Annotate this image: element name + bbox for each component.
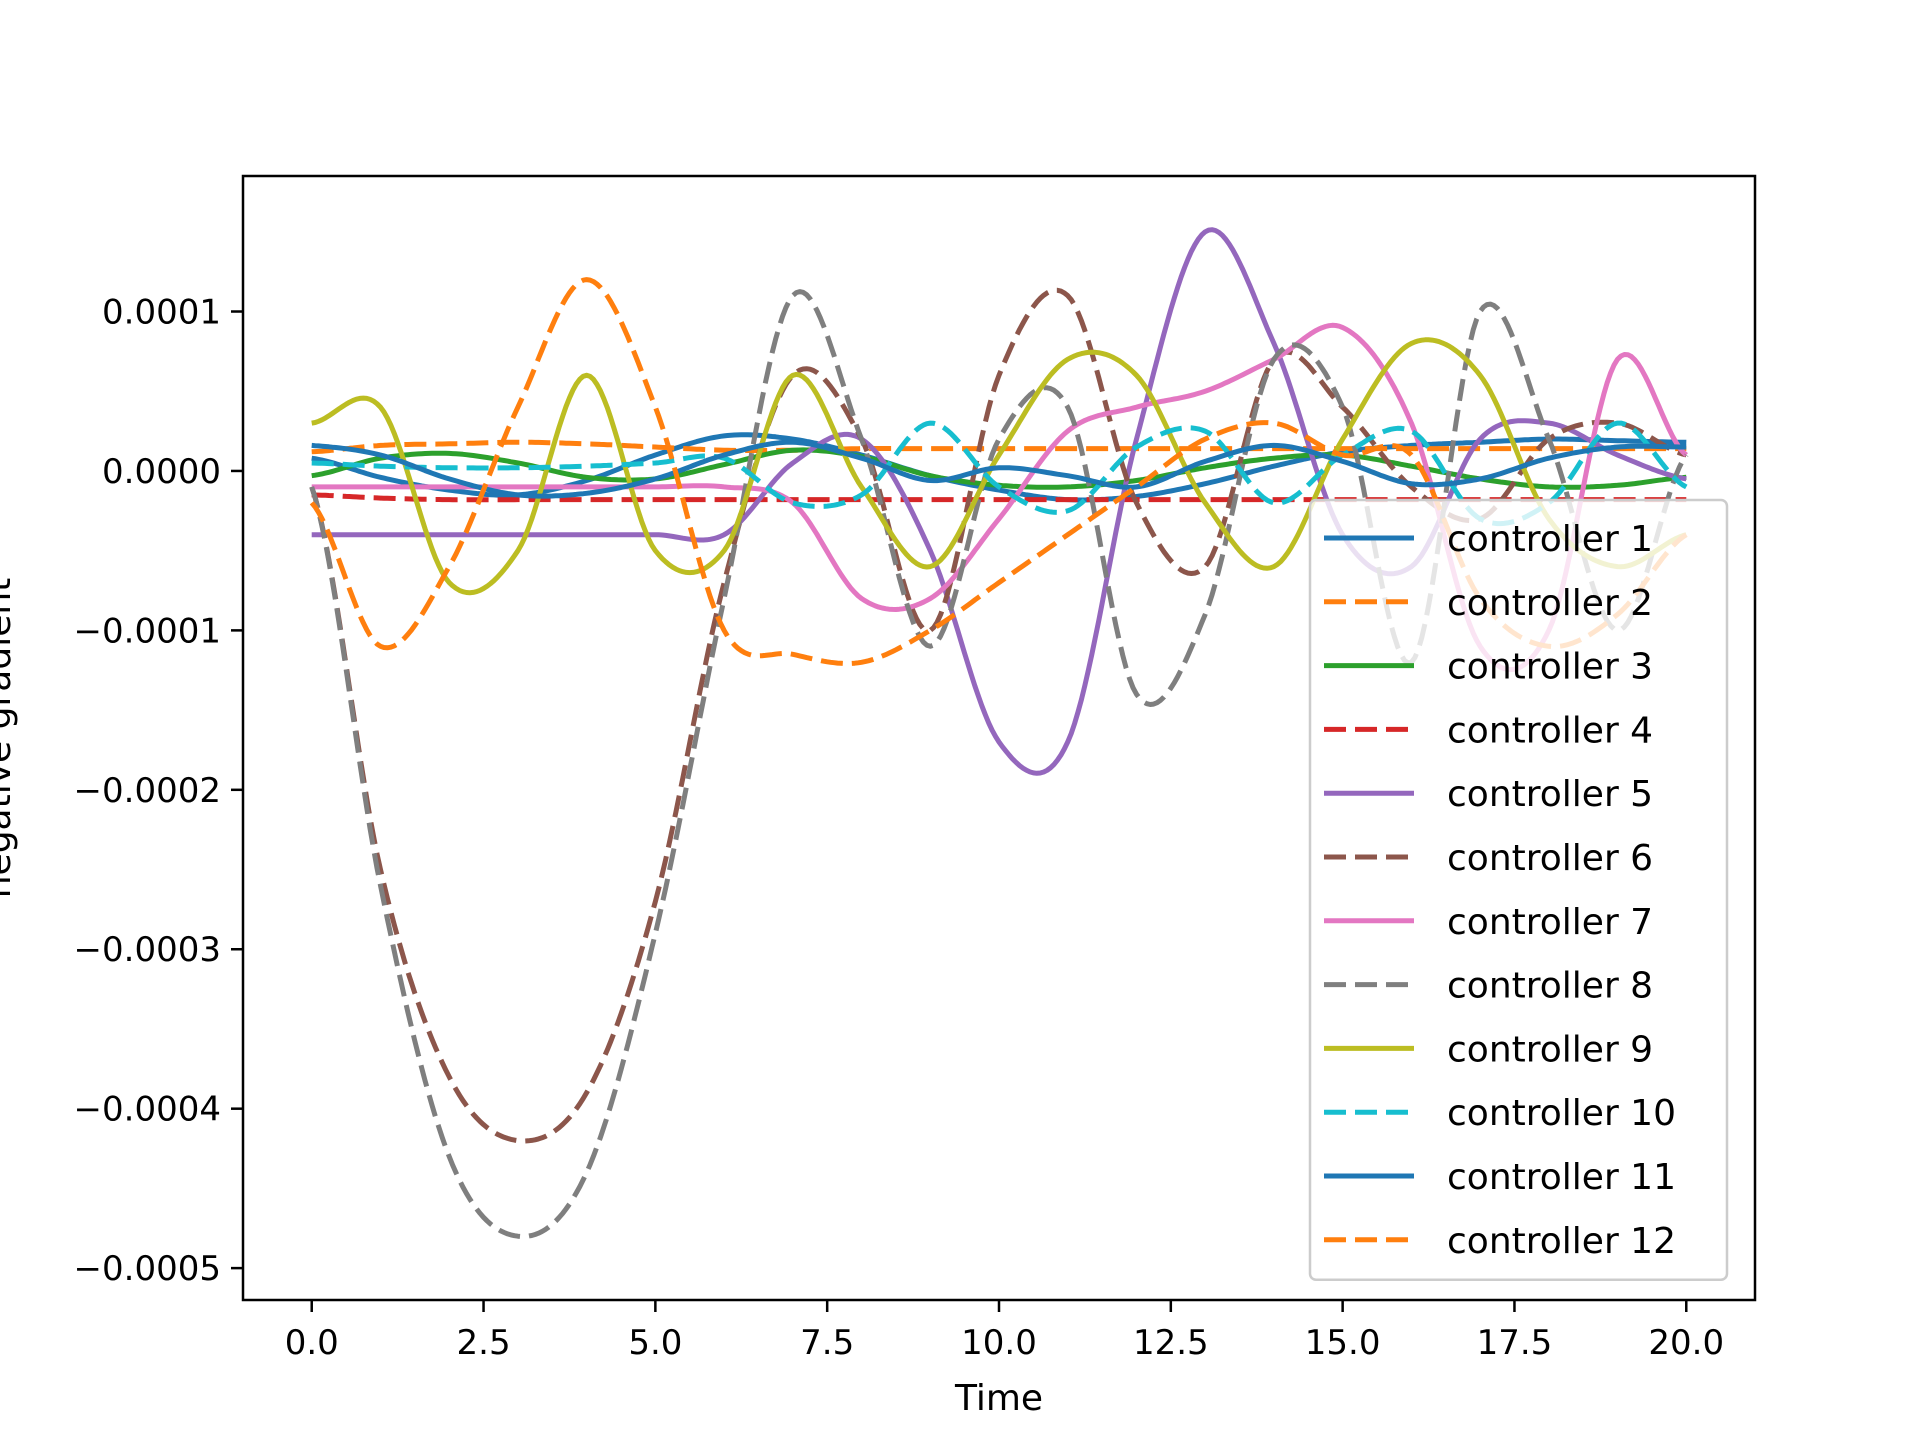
series-line-controller-5: [311, 227, 1687, 776]
y-tick-label: 0.0000: [102, 452, 221, 492]
series-line-controller-2: [311, 439, 1687, 455]
legend-label: controller 10: [1447, 1093, 1676, 1134]
series-line-controller-8: [309, 289, 1689, 1239]
y-tick-label: −0.0003: [74, 930, 221, 970]
legend-label: controller 7: [1447, 902, 1653, 943]
x-axis: 0.0 2.5 5.0 7.5 10.0 12.5 15.0 17.5 20.0: [285, 1300, 1724, 1363]
x-tick-label: 15.0: [1305, 1323, 1381, 1363]
legend: controller 1 controller 2 controller 3 cont…: [1308, 498, 1729, 1282]
x-tick-label: 7.5: [800, 1323, 854, 1363]
x-tick-label: 2.5: [457, 1323, 511, 1363]
y-tick-label: −0.0001: [74, 611, 221, 651]
series-line-controller-10: [311, 420, 1688, 527]
x-tick-label: 20.0: [1648, 1323, 1724, 1363]
y-tick-label: −0.0002: [74, 771, 221, 811]
x-tick-label: 17.5: [1477, 1323, 1553, 1363]
x-tick-label: 12.5: [1133, 1323, 1209, 1363]
series-line-controller-4: [311, 492, 1687, 503]
legend-label: controller 9: [1447, 1029, 1653, 1070]
y-tick-label: −0.0004: [74, 1090, 221, 1130]
y-axis: 0.0001 0.0000 −0.0001 −0.0002 −0.0003 −0.0004…: [74, 293, 243, 1289]
legend-label: controller 4: [1447, 710, 1653, 751]
legend-label: controller 11: [1447, 1157, 1676, 1198]
x-axis-label: Time: [954, 1378, 1043, 1419]
legend-label: controller 1: [1447, 519, 1653, 560]
x-tick-label: 10.0: [961, 1323, 1037, 1363]
legend-label: controller 5: [1447, 774, 1653, 815]
series-line-controller-11: [311, 439, 1687, 499]
legend-label: controller 2: [1447, 583, 1653, 624]
x-tick-label: 5.0: [628, 1323, 682, 1363]
y-axis-label: negative gradient: [0, 578, 19, 899]
y-tick-label: −0.0005: [74, 1249, 221, 1289]
y-tick-label: 0.0001: [102, 293, 221, 333]
legend-label: controller 12: [1447, 1221, 1676, 1262]
legend-box: [1308, 498, 1729, 1282]
x-tick-label: 0.0: [285, 1323, 339, 1363]
legend-label: controller 6: [1447, 838, 1653, 879]
series-line-controller-9: [311, 337, 1687, 596]
legend-label: controller 3: [1447, 647, 1653, 688]
legend-label: controller 8: [1447, 966, 1653, 1007]
